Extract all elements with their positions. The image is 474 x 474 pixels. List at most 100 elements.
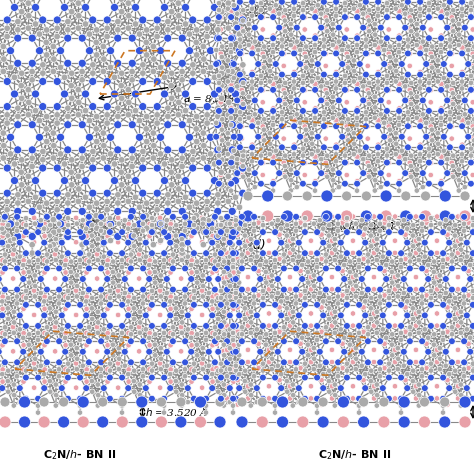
Circle shape xyxy=(356,229,363,236)
Circle shape xyxy=(356,133,363,140)
Circle shape xyxy=(137,237,143,242)
Circle shape xyxy=(428,87,434,93)
Text: C$_2$N/$h$- BN II: C$_2$N/$h$- BN II xyxy=(43,448,117,462)
Circle shape xyxy=(84,233,90,239)
Circle shape xyxy=(18,95,25,101)
Circle shape xyxy=(472,117,474,122)
Circle shape xyxy=(403,377,408,383)
Circle shape xyxy=(260,361,266,366)
Circle shape xyxy=(300,335,305,340)
Circle shape xyxy=(216,73,222,79)
Circle shape xyxy=(119,264,125,270)
Circle shape xyxy=(456,94,462,100)
Circle shape xyxy=(203,16,211,24)
Circle shape xyxy=(438,33,444,38)
Circle shape xyxy=(110,353,116,358)
Circle shape xyxy=(470,323,474,329)
Circle shape xyxy=(312,86,319,93)
Circle shape xyxy=(129,68,136,75)
Circle shape xyxy=(453,244,458,249)
Circle shape xyxy=(342,73,348,79)
Circle shape xyxy=(111,161,118,167)
Circle shape xyxy=(221,247,227,252)
Circle shape xyxy=(7,64,14,71)
Circle shape xyxy=(227,312,233,319)
Circle shape xyxy=(225,0,232,6)
Circle shape xyxy=(342,80,348,86)
Circle shape xyxy=(74,356,80,362)
Circle shape xyxy=(107,374,113,381)
Circle shape xyxy=(74,294,80,299)
Circle shape xyxy=(164,290,170,296)
Circle shape xyxy=(413,250,419,255)
Circle shape xyxy=(56,47,64,55)
Circle shape xyxy=(321,37,327,42)
Circle shape xyxy=(77,410,83,415)
Circle shape xyxy=(398,323,404,329)
Circle shape xyxy=(100,229,107,236)
Circle shape xyxy=(300,153,306,158)
Circle shape xyxy=(459,152,465,157)
Circle shape xyxy=(221,353,227,358)
Circle shape xyxy=(461,374,467,379)
Circle shape xyxy=(251,374,257,379)
Circle shape xyxy=(23,301,29,308)
Circle shape xyxy=(0,299,5,304)
Circle shape xyxy=(220,324,226,330)
Circle shape xyxy=(470,51,474,56)
Circle shape xyxy=(239,252,245,257)
Circle shape xyxy=(426,14,432,20)
Circle shape xyxy=(118,229,126,236)
Circle shape xyxy=(215,378,220,384)
Circle shape xyxy=(440,410,446,415)
Circle shape xyxy=(125,385,132,392)
Circle shape xyxy=(464,239,470,246)
Circle shape xyxy=(157,288,163,293)
Circle shape xyxy=(281,213,287,220)
Circle shape xyxy=(302,295,308,301)
Circle shape xyxy=(231,294,236,300)
Circle shape xyxy=(200,361,205,366)
Circle shape xyxy=(31,361,37,366)
Circle shape xyxy=(139,16,147,24)
Circle shape xyxy=(283,191,292,201)
Circle shape xyxy=(383,180,390,187)
Circle shape xyxy=(398,410,404,415)
Circle shape xyxy=(257,348,264,355)
Circle shape xyxy=(86,325,92,330)
Circle shape xyxy=(359,397,369,407)
Circle shape xyxy=(248,330,254,336)
Circle shape xyxy=(447,123,453,129)
Circle shape xyxy=(103,102,111,110)
Circle shape xyxy=(143,327,148,332)
Circle shape xyxy=(393,130,399,136)
Circle shape xyxy=(417,13,423,18)
Circle shape xyxy=(407,213,413,220)
Circle shape xyxy=(335,366,341,372)
Circle shape xyxy=(371,274,377,280)
Circle shape xyxy=(325,80,330,86)
Circle shape xyxy=(318,170,325,176)
Circle shape xyxy=(42,257,47,263)
Circle shape xyxy=(407,359,413,365)
Circle shape xyxy=(298,220,303,225)
Circle shape xyxy=(32,273,37,278)
Circle shape xyxy=(456,238,461,244)
Circle shape xyxy=(228,115,234,121)
Circle shape xyxy=(136,416,148,428)
Circle shape xyxy=(36,31,43,37)
Circle shape xyxy=(459,71,465,78)
Circle shape xyxy=(287,250,293,255)
Circle shape xyxy=(219,117,225,122)
Circle shape xyxy=(354,108,360,114)
Circle shape xyxy=(228,178,234,184)
Circle shape xyxy=(298,292,303,298)
Circle shape xyxy=(303,137,309,143)
Circle shape xyxy=(402,84,408,89)
Circle shape xyxy=(54,33,60,40)
Circle shape xyxy=(42,343,47,348)
Circle shape xyxy=(380,385,386,392)
Circle shape xyxy=(293,301,299,306)
Circle shape xyxy=(230,374,237,381)
Circle shape xyxy=(100,43,107,50)
